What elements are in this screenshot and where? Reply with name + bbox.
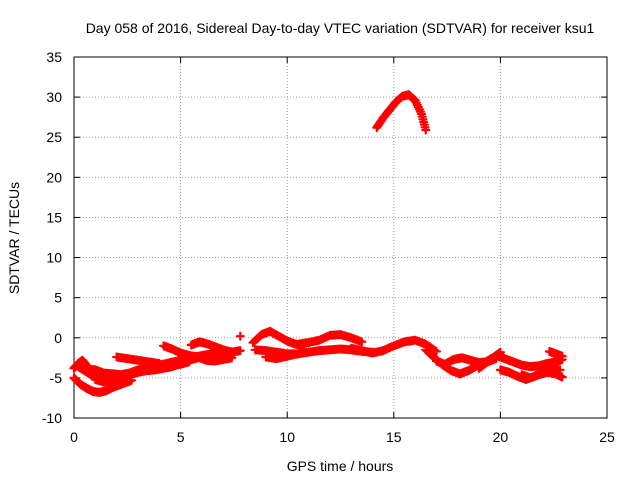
x-axis-label: GPS time / hours — [287, 458, 394, 474]
y-tick-label: -5 — [50, 370, 63, 386]
y-tick-label: -10 — [42, 410, 62, 426]
data-point — [431, 346, 442, 357]
y-tick-label: 30 — [46, 89, 62, 105]
data-point — [557, 372, 567, 382]
data-series-track-k — [235, 331, 245, 341]
y-tick-label: 10 — [46, 250, 62, 266]
y-tick-label: 20 — [46, 169, 62, 185]
data-series-track-n — [261, 349, 303, 364]
axis-ticks: 0 5 10 15 20 25 -10 -5 0 5 10 15 20 25 30 35 — [42, 49, 615, 445]
y-tick-label: 35 — [46, 49, 62, 65]
data-series-track-w — [544, 346, 567, 361]
y-tick-label: 5 — [54, 290, 62, 306]
data-point — [235, 346, 245, 356]
y-axis-label: SDTVAR / TECUs — [6, 182, 22, 294]
data-point — [293, 349, 303, 359]
data-point — [357, 337, 367, 347]
y-tick-label: 15 — [46, 209, 62, 225]
x-tick-label: 15 — [386, 429, 402, 445]
data-point — [227, 353, 237, 363]
data-point — [235, 331, 245, 341]
x-tick-label: 0 — [70, 429, 78, 445]
data-series-track-p — [346, 335, 442, 358]
x-tick-label: 10 — [279, 429, 295, 445]
x-tick-label: 5 — [177, 429, 185, 445]
data-point — [229, 347, 239, 357]
data-series-track-t — [474, 350, 567, 373]
data-points — [69, 90, 567, 397]
x-tick-label: 20 — [493, 429, 509, 445]
y-tick-label: 25 — [46, 129, 62, 145]
y-tick-label: 0 — [54, 330, 62, 346]
data-point — [421, 125, 431, 135]
data-series-track-j — [193, 352, 237, 366]
chart-title: Day 058 of 2016, Sidereal Day-to-day VTE… — [86, 20, 595, 36]
data-series-track-o — [293, 329, 367, 349]
x-tick-label: 25 — [599, 429, 615, 445]
data-series-track-v — [517, 367, 567, 383]
data-point — [557, 351, 567, 361]
data-series-track-q — [372, 90, 431, 135]
plot-frame — [73, 56, 608, 419]
